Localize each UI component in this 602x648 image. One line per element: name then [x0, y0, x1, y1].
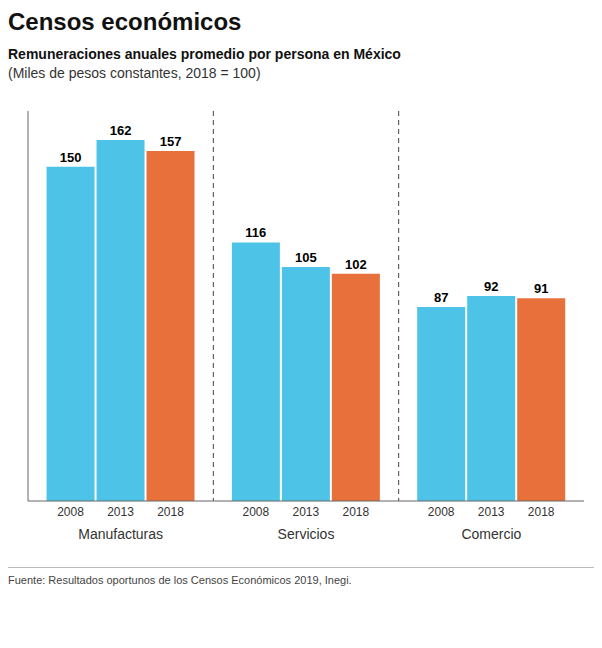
svg-text:2018: 2018: [343, 505, 370, 519]
html-text:Fuente: Resultados oportunos d: Fuente: Resultados oportunos de los Cens…: [8, 574, 352, 586]
html-text:(Miles de pesos constantes, 20: (Miles de pesos constantes, 2018 = 100): [8, 65, 261, 81]
svg-text:Comercio: Comercio: [461, 526, 521, 542]
svg-text:2018: 2018: [157, 505, 184, 519]
svg-text:92: 92: [484, 279, 498, 294]
svg-text:Manufacturas: Manufacturas: [78, 526, 163, 542]
svg-text:2013: 2013: [293, 505, 320, 519]
html-text:Remuneraciones anuales promedi: Remuneraciones anuales promedio por pers…: [8, 46, 401, 62]
svg-text:105: 105: [295, 250, 317, 265]
svg-text:150: 150: [60, 150, 82, 165]
svg-text:2008: 2008: [428, 505, 455, 519]
svg-text:2013: 2013: [107, 505, 134, 519]
html-text:Censos económicos: Censos económicos: [8, 8, 242, 35]
svg-text:162: 162: [110, 123, 132, 138]
svg-text:2018: 2018: [528, 505, 555, 519]
svg-text:Servicios: Servicios: [278, 526, 335, 542]
svg-text:102: 102: [345, 257, 367, 272]
svg-text:157: 157: [160, 134, 182, 149]
svg-text:2013: 2013: [478, 505, 505, 519]
svg-text:87: 87: [434, 290, 448, 305]
svg-text:91: 91: [534, 281, 548, 296]
svg-text:2008: 2008: [57, 505, 84, 519]
svg-text:116: 116: [245, 225, 266, 240]
svg-text:2008: 2008: [243, 505, 270, 519]
